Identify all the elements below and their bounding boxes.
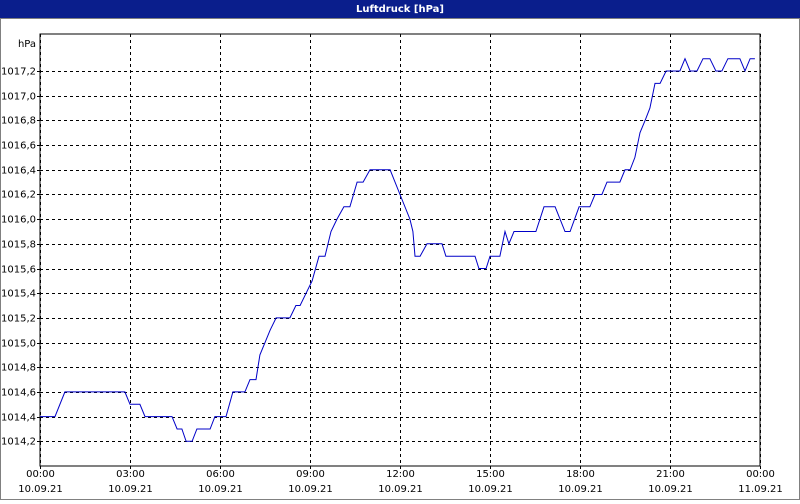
x-tick-date: 10.09.21: [648, 484, 693, 495]
y-unit: hPa: [18, 39, 36, 50]
y-tick-label: 1016,6: [1, 141, 36, 152]
chart-title: Luftdruck [hPa]: [356, 4, 444, 15]
x-tick-label: 18:00: [566, 469, 595, 480]
x-tick-label: 00:00: [26, 469, 55, 480]
x-tick-date: 10.09.21: [378, 484, 423, 495]
y-tick-label: 1016,2: [1, 190, 36, 201]
x-tick-date: 10.09.21: [468, 484, 513, 495]
x-tick-label: 00:00: [746, 469, 775, 480]
x-tick-date: 11.09.21: [738, 484, 783, 495]
data-line: [40, 57, 755, 442]
y-tick-label: 1017,2: [1, 67, 36, 78]
y-tick-label: 1014,6: [1, 388, 36, 399]
x-tick-date: 10.09.21: [198, 484, 243, 495]
x-tick-date: 10.09.21: [558, 484, 603, 495]
x-tick-label: 21:00: [656, 469, 685, 480]
x-tick-date: 10.09.21: [108, 484, 153, 495]
title-bar: [0, 0, 800, 18]
y-tick-label: 1015,6: [1, 265, 36, 276]
y-tick-label: 1015,0: [1, 339, 36, 350]
x-tick-date: 10.09.21: [288, 484, 333, 495]
y-tick-label: 1015,4: [1, 289, 36, 300]
x-tick-label: 15:00: [476, 469, 505, 480]
x-tick-label: 03:00: [116, 469, 145, 480]
y-tick-label: 1014,4: [1, 413, 36, 424]
y-tick-label: 1016,4: [1, 166, 36, 177]
y-tick-label: 1016,0: [1, 215, 36, 226]
y-tick-label: 1014,8: [1, 363, 36, 374]
y-tick-label: 1014,2: [1, 437, 36, 448]
x-tick-label: 06:00: [206, 469, 235, 480]
y-tick-label: 1017,0: [1, 92, 36, 103]
y-tick-label: 1015,8: [1, 240, 36, 251]
y-tick-label: 1016,8: [1, 116, 36, 127]
x-tick-label: 09:00: [296, 469, 325, 480]
x-tick-label: 12:00: [386, 469, 415, 480]
x-tick-date: 10.09.21: [18, 484, 63, 495]
y-tick-label: 1015,2: [1, 314, 36, 325]
